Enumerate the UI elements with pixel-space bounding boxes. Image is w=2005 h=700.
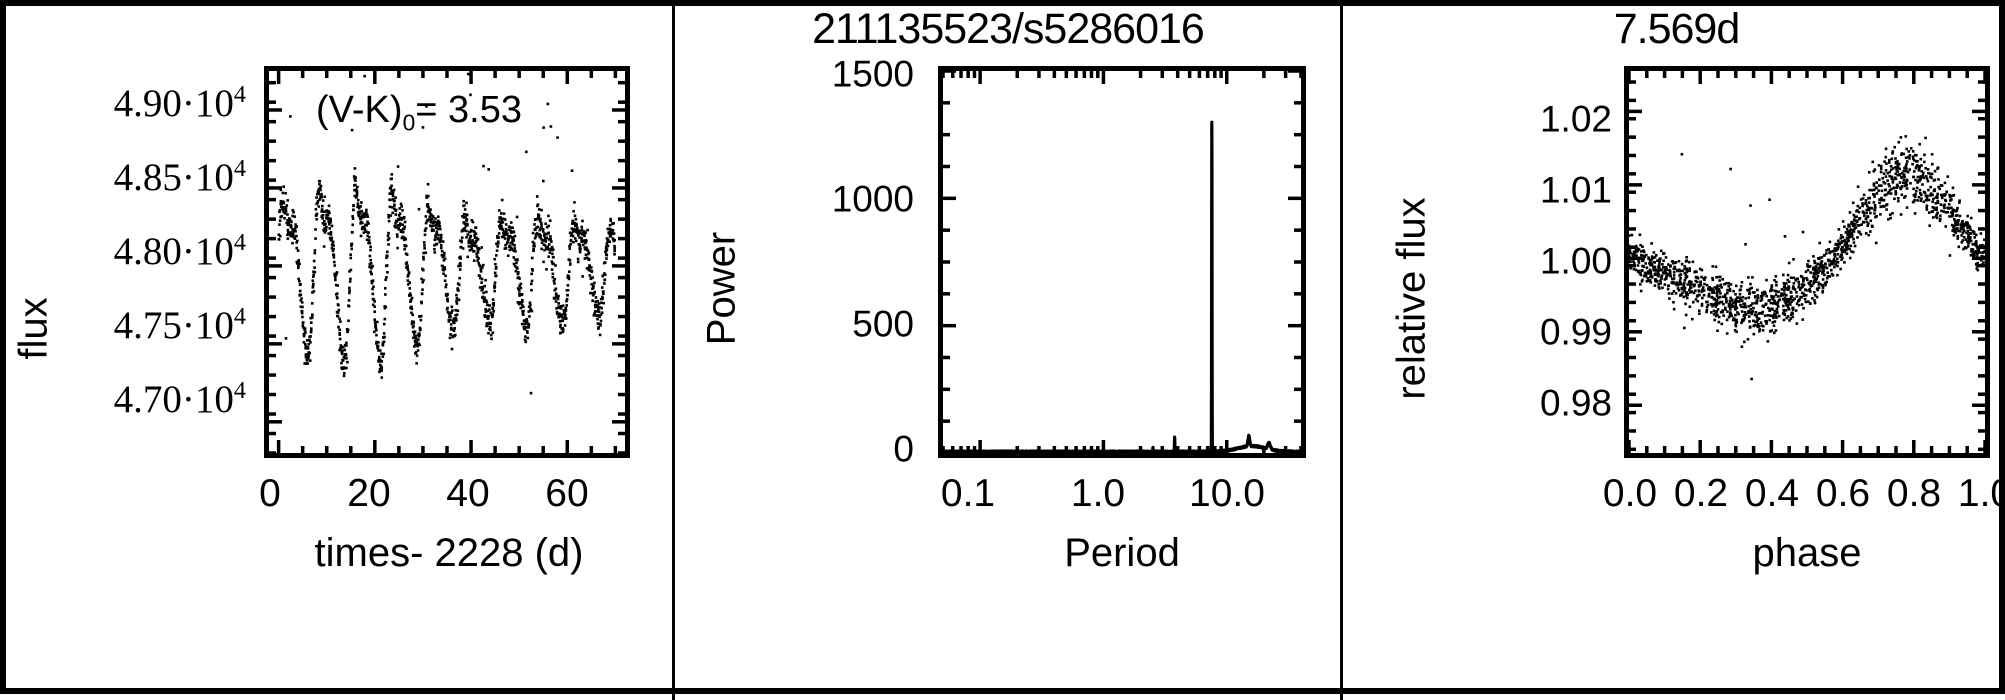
middle-xtick-1: 1.0 <box>1070 472 1126 515</box>
left-plot-canvas <box>269 71 625 453</box>
figure-title: 211135523/s5286016 <box>812 5 1205 53</box>
right-ytick-3: 0.99 <box>1539 311 1612 353</box>
panel-phase-folded: 7.569d relative flux 1.02 1.01 1.00 0.99… <box>1342 6 2005 700</box>
right-xtick-1: 0.2 <box>1673 472 1729 515</box>
right-xtick-0: 0.0 <box>1602 472 1658 515</box>
left-ytick-3: 4.75·104 <box>113 303 246 347</box>
left-ytick-1: 4.85·104 <box>113 155 246 199</box>
middle-ytick-2: 500 <box>852 303 914 345</box>
left-ytick-0: 4.90·104 <box>113 81 246 125</box>
panel-divider-1 <box>672 6 675 700</box>
middle-xtick-0: 0.1 <box>940 472 996 515</box>
middle-xtick-2: 10.0 <box>1189 472 1265 515</box>
right-ytick-1: 1.01 <box>1539 169 1612 211</box>
left-ytick-4: 4.70·104 <box>113 377 246 421</box>
middle-y-axis-label: Power <box>699 231 744 346</box>
right-xtick-5: 1.0 <box>1957 472 2005 515</box>
right-ytick-4: 0.98 <box>1539 382 1612 424</box>
panel-periodogram: 211135523/s5286016 Power 1500 1000 500 0… <box>674 6 1342 700</box>
right-plot-frame <box>1624 66 1990 458</box>
left-x-axis-label: times- 2228 (d) <box>314 531 584 575</box>
left-y-axis-label: flux <box>11 297 56 360</box>
right-plot-canvas <box>1629 71 1985 453</box>
right-xtick-4: 0.8 <box>1886 472 1942 515</box>
panel-light-curve: flux 4.90·104 4.85·104 4.80·104 4.75·104… <box>6 6 674 700</box>
middle-x-axis-label: Period <box>1064 531 1180 575</box>
right-ytick-0: 1.02 <box>1539 98 1612 140</box>
right-panel-title: 7.569d <box>1613 5 1741 53</box>
right-xtick-2: 0.4 <box>1744 472 1800 515</box>
left-xtick-0: 0 <box>259 472 281 515</box>
left-xtick-3: 60 <box>545 472 589 515</box>
right-x-axis-label: phase <box>1752 531 1862 575</box>
middle-ytick-3: 0 <box>893 428 914 470</box>
middle-ytick-0: 1500 <box>831 53 914 95</box>
middle-ytick-1: 1000 <box>831 178 914 220</box>
left-plot-frame <box>264 66 630 458</box>
panel-divider-2 <box>1340 6 1343 700</box>
middle-plot-frame <box>938 66 1306 458</box>
right-xtick-3: 0.6 <box>1815 472 1871 515</box>
left-xtick-2: 40 <box>446 472 490 515</box>
right-ytick-2: 1.00 <box>1539 240 1612 282</box>
middle-plot-canvas <box>943 71 1301 453</box>
left-annotation: (V-K)0= 3.53 <box>316 89 522 136</box>
left-ytick-2: 4.80·104 <box>113 229 246 273</box>
left-xtick-1: 20 <box>347 472 391 515</box>
right-y-axis-label: relative flux <box>1389 197 1434 400</box>
